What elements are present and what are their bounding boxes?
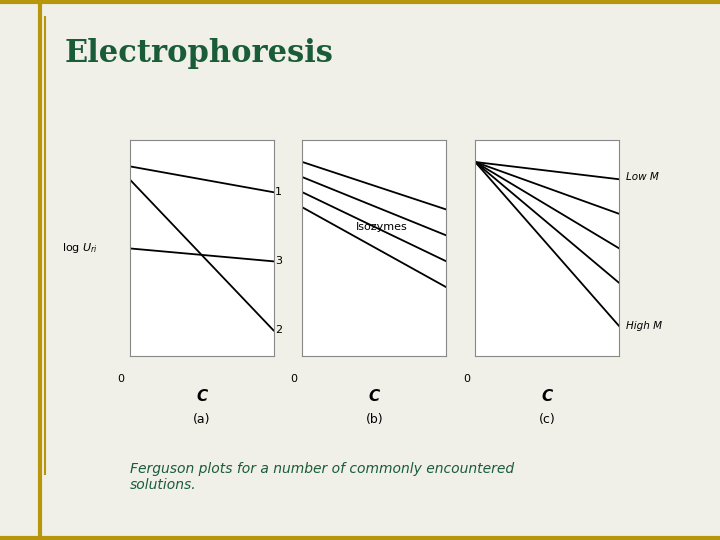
- Text: Low M: Low M: [626, 172, 660, 182]
- Text: C: C: [369, 389, 380, 404]
- Text: 1: 1: [275, 187, 282, 197]
- Text: Ferguson plots for a number of commonly encountered
solutions.: Ferguson plots for a number of commonly …: [130, 462, 514, 492]
- Text: 0: 0: [117, 374, 125, 384]
- Text: (a): (a): [193, 413, 210, 426]
- Text: 0: 0: [290, 374, 297, 384]
- Text: Isozymes: Isozymes: [356, 222, 408, 232]
- Text: 3: 3: [275, 256, 282, 266]
- Text: C: C: [196, 389, 207, 404]
- Text: Electrophoresis: Electrophoresis: [65, 38, 333, 69]
- Text: (b): (b): [366, 413, 383, 426]
- Text: High M: High M: [626, 321, 662, 331]
- Text: 2: 2: [275, 326, 282, 335]
- Text: log $U_{ri}$: log $U_{ri}$: [62, 241, 98, 255]
- Text: 0: 0: [463, 374, 470, 384]
- Text: (c): (c): [539, 413, 556, 426]
- Text: C: C: [541, 389, 553, 404]
